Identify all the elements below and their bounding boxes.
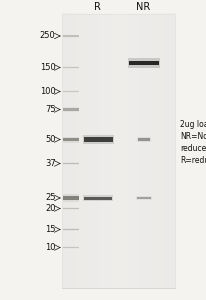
Bar — [136, 196, 152, 200]
Bar — [63, 107, 79, 112]
Text: 10: 10 — [45, 243, 56, 252]
Bar — [63, 136, 79, 142]
Bar — [63, 208, 79, 209]
Text: 25: 25 — [45, 194, 56, 202]
Bar — [63, 138, 79, 141]
Bar — [62, 14, 175, 288]
Text: 100: 100 — [40, 87, 56, 96]
Bar — [63, 228, 79, 231]
Bar — [84, 196, 112, 200]
Text: 50: 50 — [45, 135, 56, 144]
Text: 20: 20 — [45, 204, 56, 213]
Text: 15: 15 — [45, 225, 56, 234]
Bar — [63, 247, 79, 248]
Bar — [63, 207, 79, 210]
Bar — [63, 162, 79, 165]
Text: R: R — [94, 2, 101, 13]
Bar — [83, 195, 113, 201]
Bar — [63, 67, 79, 68]
Text: 75: 75 — [45, 105, 56, 114]
Bar — [128, 58, 160, 68]
Bar — [63, 108, 79, 110]
Text: 2ug loading
NR=Non-
reduced
R=reduced: 2ug loading NR=Non- reduced R=reduced — [180, 120, 206, 165]
Bar — [63, 91, 79, 92]
Bar — [63, 34, 79, 38]
Bar — [63, 246, 79, 249]
Bar — [63, 163, 79, 164]
Bar — [138, 138, 150, 141]
Bar — [63, 196, 79, 200]
Bar — [63, 229, 79, 230]
Bar — [129, 61, 159, 65]
Bar — [137, 197, 151, 199]
Text: 250: 250 — [40, 32, 56, 40]
Bar — [82, 135, 115, 144]
Bar — [83, 137, 113, 142]
Text: 150: 150 — [40, 63, 56, 72]
Bar — [63, 90, 79, 93]
Bar — [63, 35, 79, 37]
Bar — [63, 194, 79, 202]
Bar — [137, 137, 151, 142]
Bar — [63, 66, 79, 69]
Text: 37: 37 — [45, 159, 56, 168]
Text: NR: NR — [136, 2, 150, 13]
